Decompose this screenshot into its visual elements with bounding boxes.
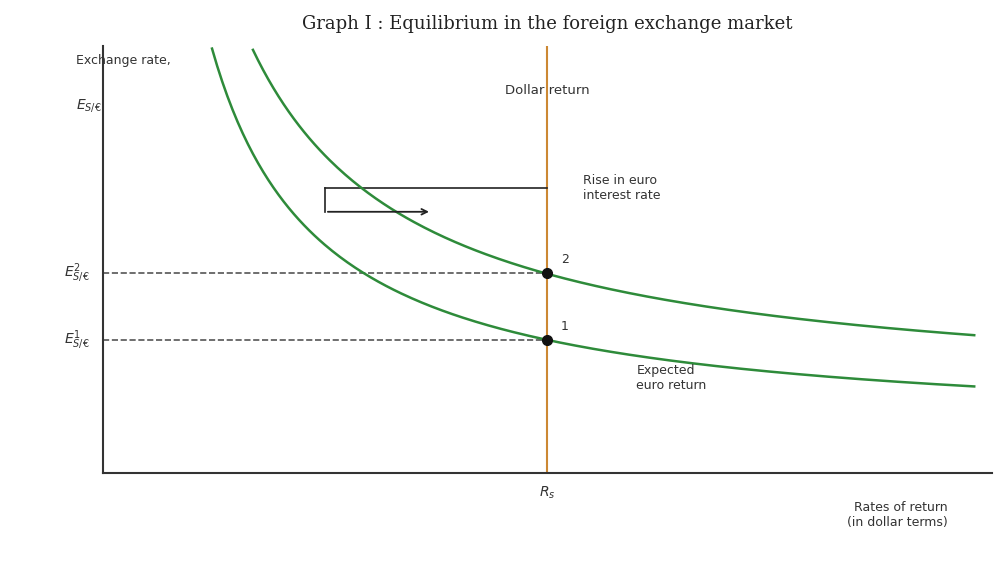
- Text: Dollar return: Dollar return: [506, 84, 590, 97]
- Text: 1: 1: [561, 320, 569, 333]
- Text: $E^1_{S/€}$: $E^1_{S/€}$: [63, 328, 90, 351]
- Text: Exchange rate,: Exchange rate,: [77, 54, 171, 67]
- Text: Rates of return
(in dollar terms): Rates of return (in dollar terms): [847, 501, 948, 529]
- Text: $E_{S/€}$: $E_{S/€}$: [77, 97, 102, 114]
- Text: Rise in euro
interest rate: Rise in euro interest rate: [583, 174, 661, 202]
- Text: Expected
euro return: Expected euro return: [636, 364, 707, 391]
- Title: Graph I : Equilibrium in the foreign exchange market: Graph I : Equilibrium in the foreign exc…: [302, 15, 793, 33]
- Text: $E^2_{S/€}$: $E^2_{S/€}$: [63, 262, 90, 285]
- Text: 2: 2: [561, 253, 569, 266]
- Text: $R_s$: $R_s$: [539, 484, 556, 501]
